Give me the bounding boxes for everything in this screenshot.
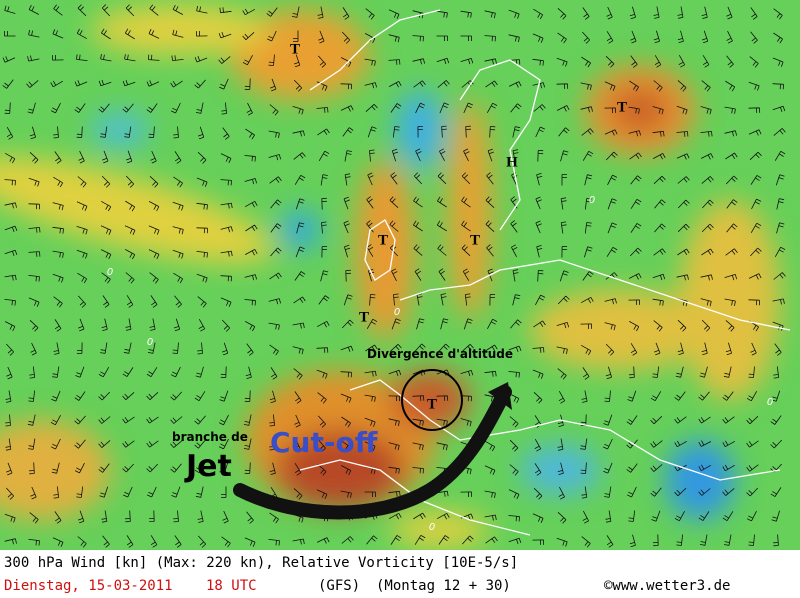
low-label: T — [359, 309, 369, 325]
footer-model: (GFS) — [318, 578, 360, 594]
contour-label: 0 — [147, 337, 153, 348]
low-label: T — [290, 41, 300, 57]
footer-credit: ©www.wetter3.de — [604, 578, 730, 594]
contour-label: 0 — [767, 397, 773, 408]
low-label: T — [470, 232, 480, 248]
low-label: T — [617, 99, 627, 115]
jet-arrow-head — [488, 382, 512, 410]
contour-label: 0 — [394, 307, 400, 318]
annotation-divergence: Divergence d'altitude — [367, 347, 513, 361]
divergence-circle — [401, 369, 463, 431]
annotation-branch: branche de — [172, 430, 248, 444]
contour-label: 0 — [589, 195, 595, 206]
wind-barbs — [2, 4, 786, 548]
footer-date: Dienstag, 15-03-2011 — [4, 578, 173, 594]
footer-time: 18 UTC — [206, 578, 257, 594]
low-label: T — [427, 396, 437, 412]
contour-label: 0 — [107, 267, 113, 278]
high-label: H — [506, 154, 518, 170]
footer-run: (Montag 12 + 30) — [376, 578, 511, 594]
wind-barb — [2, 4, 786, 548]
coastlines — [299, 9, 791, 536]
jet-arrow — [233, 385, 512, 520]
annotation-cutoff: Cut-off — [270, 426, 378, 459]
footer-title: 300 hPa Wind [kn] (Max: 220 kn), Relativ… — [4, 555, 518, 571]
annotation-jet: Jet — [184, 449, 232, 484]
footer-background — [0, 550, 800, 598]
low-label: T — [378, 232, 388, 248]
contour-label: 0 — [429, 522, 435, 533]
